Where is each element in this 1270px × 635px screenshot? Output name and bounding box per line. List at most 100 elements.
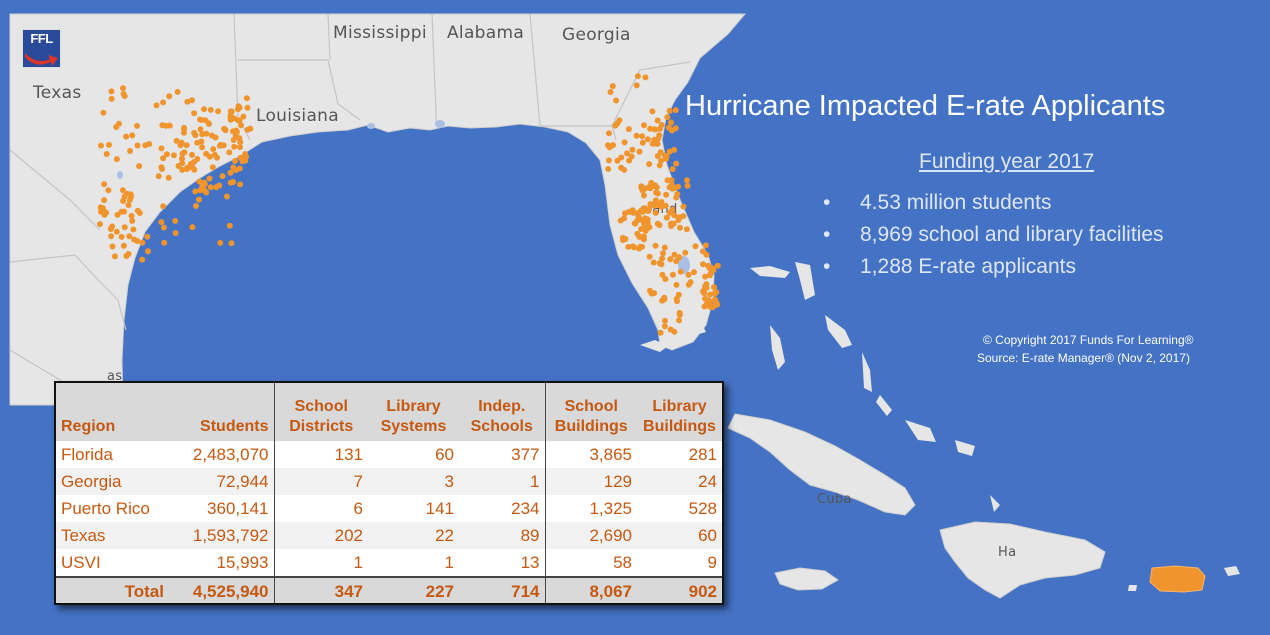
applicant-marker	[711, 290, 718, 297]
hispaniola-land	[939, 521, 1106, 599]
applicant-marker	[709, 265, 716, 272]
stat-applicants: 1,288 E-rate applicants	[860, 255, 1076, 278]
applicant-marker	[162, 122, 169, 129]
applicant-marker	[712, 302, 719, 308]
applicant-marker	[605, 157, 612, 164]
applicant-marker	[639, 243, 645, 250]
applicant-marker	[226, 222, 233, 229]
applicant-marker	[652, 126, 659, 133]
cell-indep-schools: 1	[459, 468, 545, 495]
applicant-marker	[670, 271, 676, 278]
applicant-marker	[227, 169, 234, 176]
applicant-marker	[642, 215, 649, 222]
applicant-marker	[629, 146, 636, 153]
map-label-mississippi: Mississippi	[333, 23, 427, 43]
applicant-marker	[677, 224, 683, 231]
table-row: Texas 1,593,792 202 22 89 2,690 60	[56, 522, 722, 549]
cell-school-buildings: 2,690	[544, 522, 637, 549]
applicant-marker	[641, 221, 648, 227]
applicant-marker	[198, 138, 205, 145]
applicant-marker	[199, 144, 206, 151]
copyright-block: © Copyright 2017 Funds For Learning® Sou…	[977, 331, 1194, 367]
applicant-marker	[199, 131, 206, 138]
applicant-marker	[642, 74, 649, 81]
applicant-marker	[123, 253, 130, 259]
applicant-marker	[222, 126, 229, 133]
applicant-marker	[659, 297, 666, 304]
applicant-marker	[664, 114, 671, 121]
cell-indep-schools: 89	[459, 522, 545, 549]
header-library-systems: Library Systems	[368, 383, 459, 441]
applicant-marker	[633, 82, 640, 89]
applicant-marker	[131, 236, 138, 243]
applicant-marker	[116, 120, 122, 127]
applicant-marker	[662, 202, 669, 209]
applicant-marker	[609, 83, 616, 90]
applicant-marker	[641, 122, 647, 129]
applicant-marker	[657, 329, 664, 336]
applicant-marker	[621, 215, 628, 222]
applicant-marker	[606, 130, 612, 137]
applicant-marker	[685, 281, 692, 288]
applicant-marker	[126, 197, 133, 203]
applicant-marker	[134, 142, 141, 149]
applicant-marker	[227, 114, 234, 121]
map-label-texas: Texas	[32, 83, 82, 103]
applicant-marker	[228, 240, 235, 247]
applicant-marker	[631, 220, 638, 227]
applicant-marker	[111, 253, 118, 260]
applicant-marker	[671, 212, 678, 219]
applicant-marker	[121, 224, 128, 231]
applicant-marker	[179, 160, 186, 167]
copyright-line: © Copyright 2017 Funds For Learning®	[983, 333, 1194, 347]
applicant-marker	[702, 273, 709, 280]
applicants-table-panel: Region Students School Districts Library S…	[54, 381, 724, 605]
applicant-marker	[160, 99, 167, 106]
applicant-marker	[196, 196, 202, 203]
applicant-marker	[661, 323, 668, 330]
applicant-marker	[654, 140, 661, 147]
applicant-marker	[129, 132, 136, 139]
applicant-marker	[179, 155, 185, 162]
applicant-marker	[158, 219, 165, 226]
applicant-marker	[181, 149, 188, 156]
applicant-marker	[119, 187, 126, 194]
applicant-marker	[706, 272, 713, 279]
applicant-marker	[677, 268, 684, 275]
header-library-buildings: Library Buildings	[637, 383, 722, 441]
applicant-marker	[120, 91, 127, 97]
jamaica-land	[774, 567, 839, 591]
applicant-marker	[692, 243, 699, 250]
applicant-marker	[191, 110, 198, 117]
applicant-marker	[707, 291, 714, 298]
applicant-marker	[219, 173, 226, 180]
applicant-marker	[707, 298, 714, 305]
applicant-marker	[123, 133, 130, 140]
applicant-marker	[181, 129, 187, 136]
applicant-marker	[99, 205, 106, 211]
cell-school-districts: 202	[273, 522, 368, 549]
applicant-marker	[178, 139, 185, 146]
ffl-logo: FFL	[22, 29, 61, 68]
header-school-buildings: School Buildings	[544, 383, 637, 441]
applicant-marker	[669, 166, 676, 173]
map-label-haiti: Ha	[998, 545, 1016, 560]
applicant-marker	[683, 226, 690, 233]
cell-school-buildings: 129	[544, 468, 637, 495]
applicant-marker	[682, 249, 689, 256]
cell-total-library-buildings: 902	[637, 576, 722, 603]
applicant-marker	[680, 203, 687, 210]
applicant-marker	[170, 152, 177, 159]
applicant-marker	[618, 154, 625, 161]
applicant-marker	[166, 93, 173, 100]
cell-region: Texas	[56, 522, 169, 549]
applicants-table: Region Students School Districts Library S…	[56, 383, 722, 603]
applicant-marker	[189, 224, 196, 231]
cell-school-districts: 6	[273, 495, 368, 522]
applicant-marker	[101, 181, 108, 188]
applicant-marker	[191, 166, 198, 173]
puerto-rico-land	[1149, 565, 1206, 593]
applicant-marker	[207, 106, 214, 113]
header-students: Students	[169, 383, 274, 441]
